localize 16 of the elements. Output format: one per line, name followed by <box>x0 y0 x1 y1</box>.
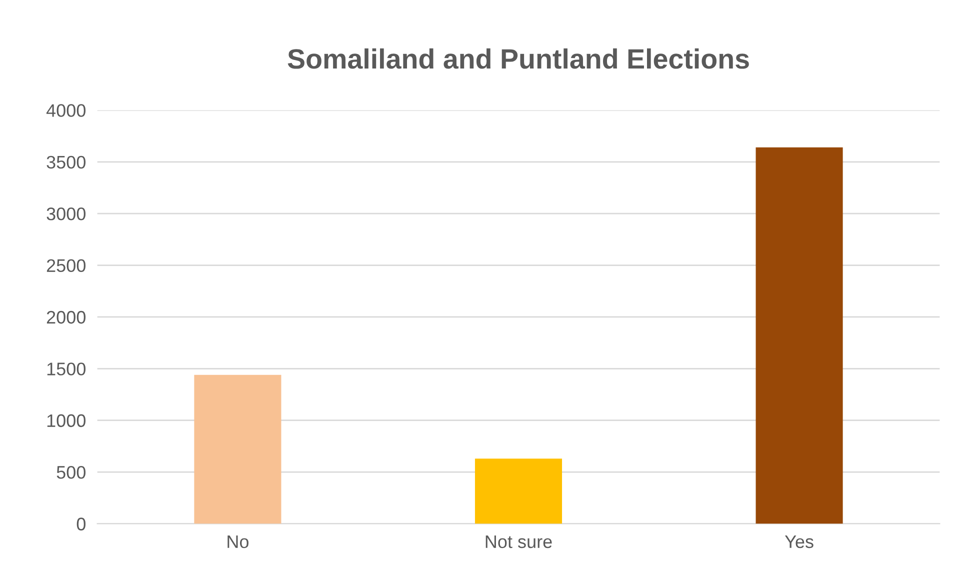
y-tick-label: 3500 <box>46 156 86 169</box>
bar <box>756 147 843 524</box>
chart-title: Somaliland and Puntland Elections <box>288 48 749 69</box>
y-tick-label: 500 <box>56 466 86 479</box>
bar <box>194 374 282 524</box>
x-tick-label: Yes <box>784 536 814 548</box>
x-tick-label: No <box>228 536 248 548</box>
y-tick-label: 1000 <box>47 414 86 428</box>
y-tick-label: 3000 <box>46 208 86 220</box>
bar <box>474 458 562 524</box>
y-tick-label: 2000 <box>46 310 86 324</box>
y-tick-label: 2500 <box>46 259 86 272</box>
x-tick-label: Not sure <box>486 536 552 548</box>
y-tick-label: 1500 <box>47 362 86 376</box>
y-tick-label: 0 <box>76 518 86 530</box>
y-tick-label: 4000 <box>46 104 86 117</box>
